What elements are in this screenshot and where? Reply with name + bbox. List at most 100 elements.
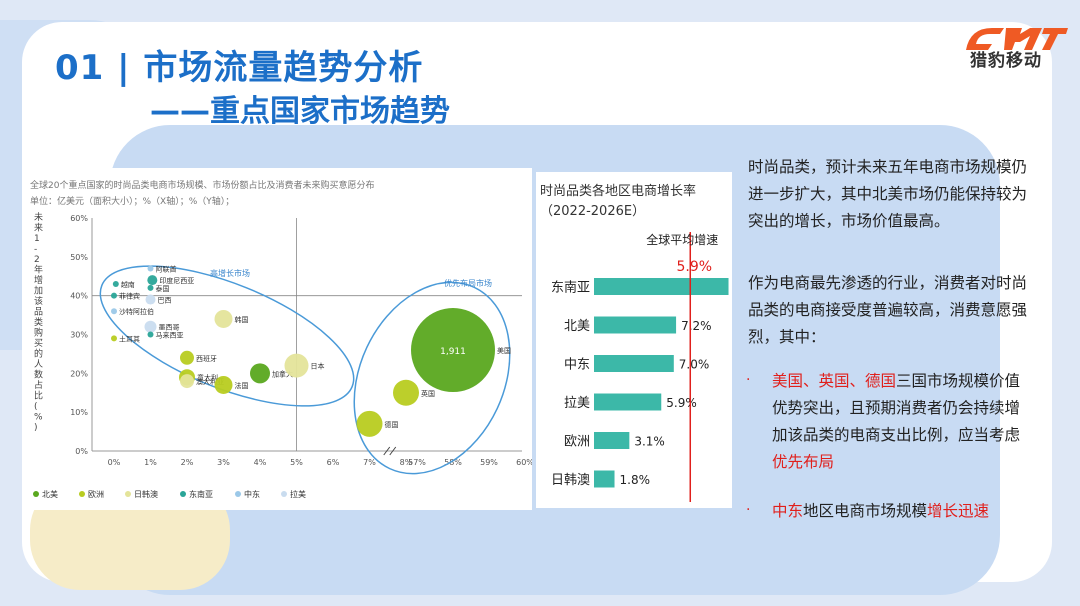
brand-logo-icon (966, 28, 1068, 50)
scatter-panel: 全球20个重点国家的时尚品类电商市场规模、市场份额占比及消费者未来购买意愿分布 … (22, 168, 532, 510)
point-label: 美国 (497, 346, 511, 355)
bullet-marker-2: · (746, 502, 751, 518)
bar-value-label: 7.2% (681, 319, 712, 333)
x-tick-label: 57% (408, 458, 426, 467)
legend-label: 日韩澳 (134, 489, 158, 499)
bar-subtitle: （2022-2026E） (540, 204, 646, 219)
scatter-point (147, 265, 154, 272)
point-label: 德国 (385, 420, 399, 429)
scatter-point (411, 308, 495, 393)
scatter-point (284, 353, 309, 378)
scatter-subtitle: 单位：亿美元（面积大小）；%（X轴）；%（Y轴）； (30, 197, 235, 207)
y-axis-label-char: 买 (34, 338, 43, 349)
legend-marker (235, 491, 241, 497)
y-tick-label: 40% (70, 292, 88, 301)
scatter-point (180, 350, 194, 365)
bullet1-highlight: 美国、英国、德国 (772, 372, 897, 390)
y-tick-label: 0% (75, 447, 88, 456)
brand-name: 猎豹移动 (970, 51, 1042, 71)
scatter-point (145, 294, 156, 305)
bar-category-label: 北美 (564, 319, 590, 334)
reference-label: 全球平均增速 (646, 232, 718, 247)
x-tick-label: 59% (480, 458, 498, 467)
point-label: 英国 (421, 389, 435, 398)
x-tick-label: 3% (217, 458, 230, 467)
bar-value-label: 5.9% (666, 396, 697, 410)
x-tick-label: 0% (108, 458, 121, 467)
point-label: 沙特阿拉伯 (119, 307, 154, 316)
scatter-point (144, 320, 157, 333)
scatter-title: 全球20个重点国家的时尚品类电商市场规模、市场份额占比及消费者未来购买意愿分布 (30, 181, 375, 191)
legend-label: 拉美 (290, 489, 306, 499)
legend-label: 东南亚 (189, 489, 213, 499)
y-axis-label-char: 未 (34, 211, 43, 223)
point-label: 印度尼西亚 (159, 276, 194, 285)
point-label: 意大利 (197, 373, 218, 382)
y-axis-label-char: % (34, 413, 43, 423)
point-label: 澳大利亚 (196, 377, 224, 386)
x-tick-label: 60% (516, 458, 532, 467)
y-axis-label-text: 未来 1 -2 年增加该品类购买的人数占比(%) (34, 211, 43, 433)
bar-value-label: 1.8% (620, 473, 651, 487)
scatter-point (356, 410, 383, 437)
legend-marker (79, 491, 85, 497)
legend-label: 北美 (42, 489, 58, 499)
bar (594, 278, 729, 295)
point-label: 阿联酋 (156, 264, 177, 273)
y-axis-label-char: 数 (34, 369, 43, 381)
point-label: 墨西哥 (159, 324, 180, 332)
bullet2-emphasis: 增长迅速 (927, 502, 990, 520)
scatter-point (147, 331, 154, 338)
bar-panel: 时尚品类各地区电商增长率 （2022-2026E） 东南亚11.8%北美7.2%… (536, 172, 732, 508)
bar-value-label: 7.0% (679, 358, 710, 372)
point-label: 韩国 (235, 315, 249, 324)
y-tick-label: 30% (70, 331, 88, 340)
bar-category-label: 东南亚 (551, 280, 590, 296)
y-tick-label: 50% (70, 253, 88, 262)
legend-marker (125, 491, 131, 497)
scatter-point (147, 284, 154, 291)
y-axis-label-char: 增 (34, 274, 43, 286)
x-tick-label: 1% (144, 458, 157, 467)
scatter-point (111, 335, 117, 342)
axis-break-icon (383, 446, 397, 456)
bullet1-text: 三国市场规模价值优势突出，且预期消费者仍会持续增加该品类的电商支出比例，应当考虑 (772, 372, 1021, 444)
scatter-point (147, 275, 158, 286)
point-label: 土耳其 (119, 334, 140, 343)
point-value-label: 1,911 (440, 347, 466, 357)
y-axis-label-char: ) (34, 423, 38, 433)
scatter-point (214, 309, 233, 328)
page-subtitle: ——重点国家市场趋势 (150, 94, 450, 129)
point-label: 泰国 (156, 284, 170, 293)
y-axis-label-char: 类 (34, 316, 43, 328)
y-axis-label-char: 的 (34, 348, 43, 360)
y-axis-label-char: - (34, 245, 37, 255)
y-axis-label-char: 人 (34, 359, 43, 370)
scatter-point (111, 308, 117, 315)
point-label: 马来西亚 (156, 332, 184, 340)
bullet2-text: 地区电商市场规模 (803, 502, 928, 520)
summary-bullet1: 美国、英国、德国三国市场规模价值优势突出，且预期消费者仍会持续增加该品类的电商支… (772, 368, 1034, 476)
legend-marker (180, 491, 186, 497)
bar-category-label: 日韩澳 (551, 472, 590, 488)
x-tick-label: 58% (444, 458, 462, 467)
point-label: 日本 (311, 362, 325, 371)
y-tick-label: 20% (70, 369, 88, 378)
bar-title: 时尚品类各地区电商增长率 (540, 184, 697, 199)
point-label: 加拿大 (272, 369, 293, 378)
y-axis-label: 未来 1 -2 年增加该品类购买的人数占比(%) (34, 211, 43, 433)
point-label: 西班牙 (196, 354, 217, 363)
bar (594, 432, 630, 449)
bar-value-label: 3.1% (634, 435, 665, 449)
bar-chart: 东南亚11.8%北美7.2%中东7.0%拉美5.9%欧洲3.1%日韩澳1.8%全… (551, 232, 729, 502)
bar-category-label: 拉美 (564, 396, 590, 411)
y-tick-label: 10% (70, 408, 88, 417)
y-axis-label-char: 品 (34, 307, 43, 318)
x-tick-label: 8% (400, 458, 413, 467)
x-tick-label: 4% (254, 458, 267, 467)
point-label: 越南 (121, 280, 135, 289)
y-axis-label-char: 2 (34, 255, 40, 265)
bar (594, 470, 615, 488)
y-axis-label-char: 加 (34, 286, 43, 297)
y-axis-label-char: 1 (34, 234, 40, 244)
